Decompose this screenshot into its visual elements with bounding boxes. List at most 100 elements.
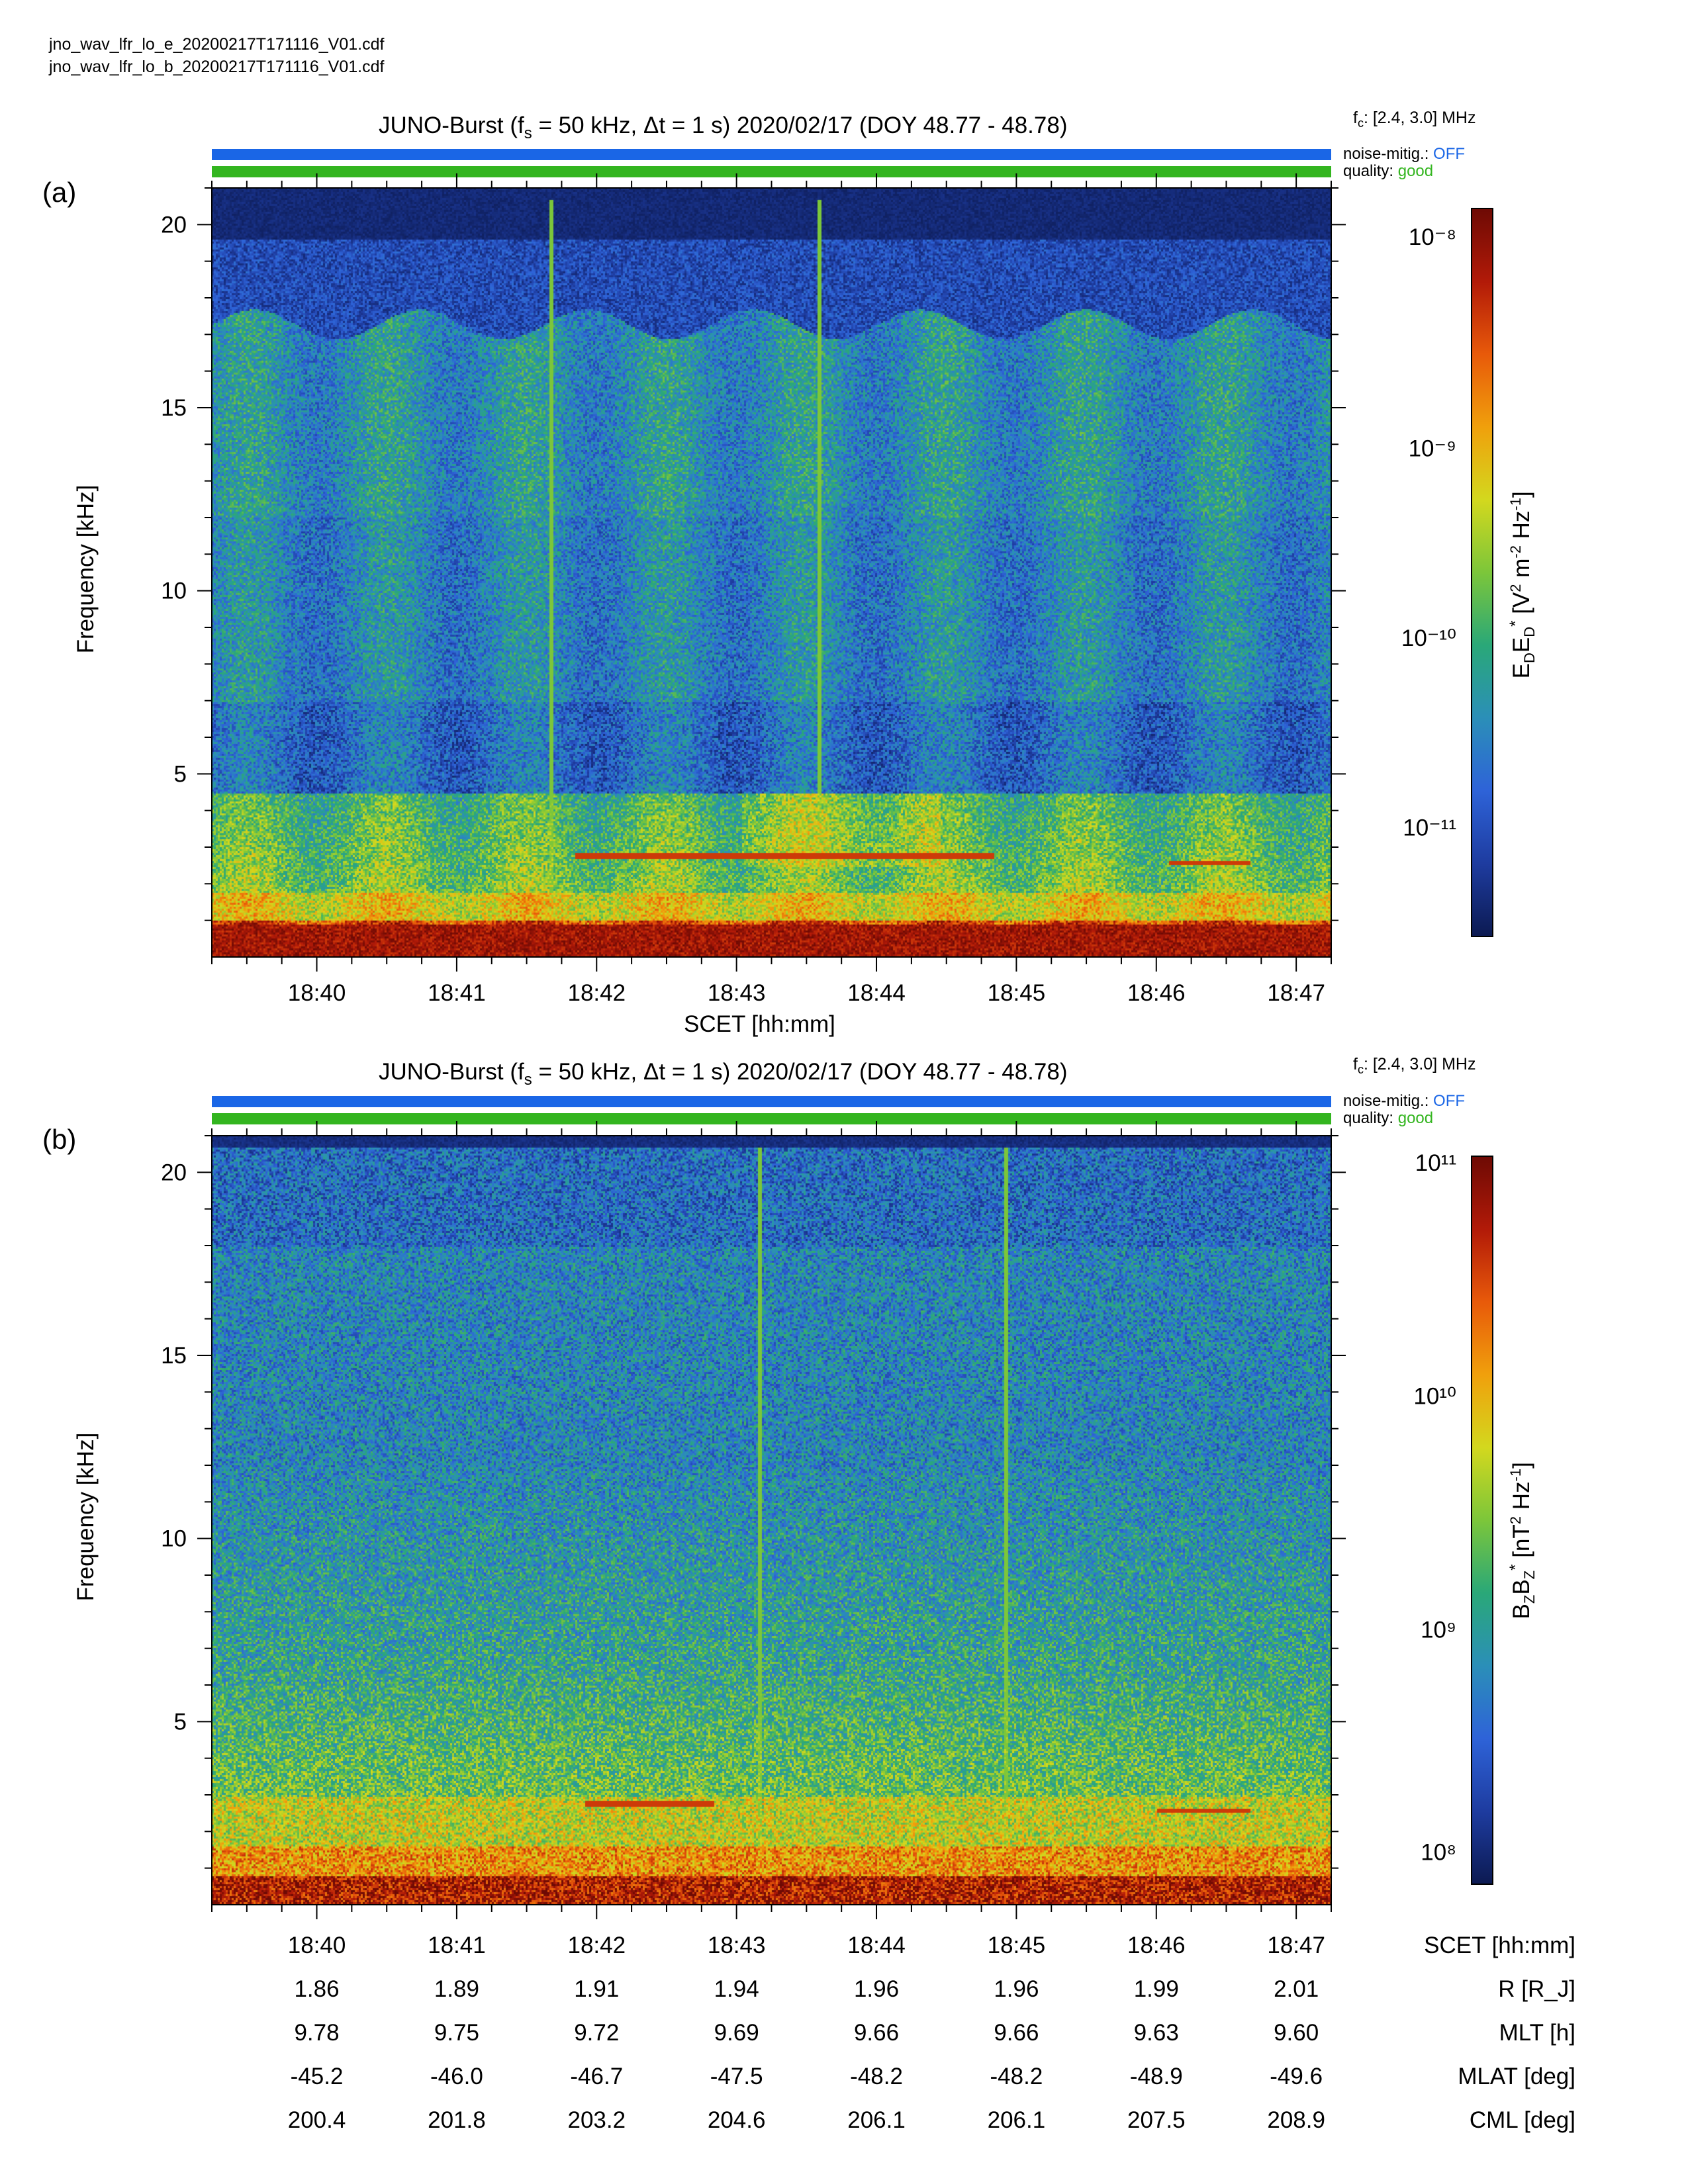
- ephemeris-value: -48.9: [1129, 2064, 1183, 2089]
- ephemeris-value: 9.72: [574, 2020, 620, 2046]
- ephemeris-value: 206.1: [987, 2107, 1046, 2133]
- ephemeris-value: 9.66: [853, 2020, 900, 2046]
- panel-b-quality-value: good: [1397, 1109, 1434, 1127]
- panel-a-colorbar: [1471, 208, 1493, 937]
- panel-b-spectrogram-canvas: [212, 1136, 1331, 1905]
- y-tick-label: 20: [161, 1160, 187, 1185]
- panel-b-fc-note: fc: [2.4, 3.0] MHz: [1353, 1055, 1476, 1076]
- y-tick-label: 15: [161, 395, 187, 421]
- ephemeris-value: -46.0: [430, 2064, 483, 2089]
- panel-b-colorbar: [1471, 1156, 1493, 1885]
- ephemeris-value: -45.2: [290, 2064, 344, 2089]
- ephemeris-value: 203.2: [567, 2107, 626, 2133]
- panel-a-spectrogram: [212, 188, 1331, 957]
- y-tick-label: 15: [161, 1343, 187, 1369]
- panel-b-noise-label: noise-mitig.: OFF: [1343, 1092, 1466, 1110]
- y-tick-label: 10: [161, 1526, 187, 1552]
- x-tick-label: 18:46: [1127, 980, 1186, 1006]
- panel-a-noise-value: OFF: [1433, 145, 1466, 163]
- cbar-tick-label: 10⁸: [1421, 1839, 1456, 1865]
- panel-a-title: JUNO-Burst (fs = 50 kHz, Δt = 1 s) 2020/…: [379, 113, 1068, 142]
- panel-a-noise-bar: [212, 149, 1331, 160]
- ephemeris-value: -49.6: [1270, 2064, 1323, 2089]
- panel-b-noise-value: OFF: [1433, 1092, 1466, 1110]
- panel-b-cbar-label: BZBZ* [nT2 Hz-1]: [1507, 1462, 1538, 1619]
- ephemeris-value: 9.63: [1133, 2020, 1179, 2046]
- cbar-tick-label: 10⁻⁸: [1409, 224, 1456, 250]
- panel-a-fc-note: fc: [2.4, 3.0] MHz: [1353, 109, 1476, 130]
- panel-b-spectrogram: [212, 1136, 1331, 1905]
- ephemeris-value: 18:42: [567, 1933, 626, 1958]
- panel-a-spectrogram-canvas: [212, 188, 1331, 957]
- ephemeris-row-label: R [R_J]: [1498, 1976, 1575, 2002]
- panel-b-ylabel: Frequency [kHz]: [73, 1432, 99, 1602]
- ephemeris-value: 9.78: [294, 2020, 340, 2046]
- ephemeris-value: 208.9: [1267, 2107, 1325, 2133]
- x-tick-label: 18:41: [428, 980, 486, 1006]
- ephemeris-value: 1.91: [574, 1976, 620, 2002]
- ephemeris-row-label: CML [deg]: [1469, 2107, 1575, 2133]
- panel-b-quality-label: quality: good: [1343, 1109, 1434, 1127]
- ephemeris-row-label: MLT [h]: [1499, 2020, 1575, 2046]
- cbar-tick-label: 10⁻¹⁰: [1401, 625, 1456, 651]
- ephemeris-value: 18:45: [987, 1933, 1046, 1958]
- ephemeris-value: 200.4: [287, 2107, 346, 2133]
- ephemeris-value: 18:44: [847, 1933, 906, 1958]
- panel-b-letter: (b): [42, 1124, 77, 1155]
- ephemeris-value: 18:47: [1267, 1933, 1325, 1958]
- panel-a-letter: (a): [42, 177, 77, 208]
- y-tick-label: 5: [174, 761, 187, 787]
- ephemeris-value: 18:41: [428, 1933, 486, 1958]
- x-tick-label: 18:42: [567, 980, 626, 1006]
- panel-a-xlabel: SCET [hh:mm]: [684, 1011, 835, 1037]
- file-names: jno_wav_lfr_lo_e_20200217T171116_V01.cdf…: [49, 33, 384, 78]
- ephemeris-value: 9.66: [994, 2020, 1039, 2046]
- x-tick-label: 18:45: [988, 980, 1046, 1006]
- ephemeris-value: -47.5: [710, 2064, 763, 2089]
- ephemeris-value: -48.2: [850, 2064, 903, 2089]
- cbar-tick-label: 10¹⁰: [1413, 1384, 1456, 1410]
- panel-b-noise-bar: [212, 1096, 1331, 1107]
- panel-a-noise-label: noise-mitig.: OFF: [1343, 145, 1466, 163]
- ephemeris-value: -46.7: [570, 2064, 624, 2089]
- ephemeris-value: 18:40: [287, 1933, 346, 1958]
- cbar-tick-label: 10¹¹: [1415, 1150, 1456, 1176]
- plot-frame: [211, 1135, 1332, 1905]
- file-name-b: jno_wav_lfr_lo_b_20200217T171116_V01.cdf: [49, 58, 385, 76]
- ephemeris-value: 1.96: [994, 1976, 1039, 2002]
- panel-a-quality-label: quality: good: [1343, 162, 1434, 180]
- panel-b-title: JUNO-Burst (fs = 50 kHz, Δt = 1 s) 2020/…: [379, 1059, 1068, 1089]
- ephemeris-value: 1.94: [714, 1976, 759, 2002]
- x-tick-label: 18:40: [288, 980, 346, 1006]
- ephemeris-value: 18:46: [1127, 1933, 1186, 1958]
- ephemeris-row-label: SCET [hh:mm]: [1424, 1933, 1575, 1958]
- ephemeris-value: 204.6: [707, 2107, 766, 2133]
- panel-a-quality-value: good: [1397, 162, 1434, 180]
- ephemeris-value: 1.89: [434, 1976, 479, 2002]
- file-name-e: jno_wav_lfr_lo_e_20200217T171116_V01.cdf: [49, 35, 385, 54]
- ephemeris-value: 1.86: [294, 1976, 340, 2002]
- ephemeris-value: 2.01: [1274, 1976, 1319, 2002]
- ephemeris-value: 9.69: [714, 2020, 759, 2046]
- ephemeris-row-label: MLAT [deg]: [1458, 2064, 1575, 2089]
- x-tick-label: 18:44: [847, 980, 906, 1006]
- cbar-tick-label: 10⁻⁹: [1409, 436, 1456, 462]
- ephemeris-value: 9.75: [434, 2020, 479, 2046]
- y-tick-label: 20: [161, 212, 187, 238]
- ephemeris-value: 18:43: [707, 1933, 766, 1958]
- ephemeris-value: 206.1: [847, 2107, 906, 2133]
- x-tick-label: 18:47: [1267, 980, 1325, 1006]
- ephemeris-value: 1.99: [1133, 1976, 1179, 2002]
- ephemeris-value: 1.96: [853, 1976, 900, 2002]
- panel-a-quality-bar: [212, 166, 1331, 177]
- panel-b-quality-bar: [212, 1113, 1331, 1124]
- x-tick-label: 18:43: [708, 980, 766, 1006]
- cbar-tick-label: 10⁹: [1421, 1617, 1456, 1643]
- ephemeris-value: 207.5: [1127, 2107, 1186, 2133]
- y-tick-label: 5: [174, 1709, 187, 1735]
- cbar-tick-label: 10⁻¹¹: [1403, 815, 1456, 841]
- ephemeris-value: 201.8: [428, 2107, 486, 2133]
- ephemeris-value: -48.2: [990, 2064, 1043, 2089]
- ephemeris-value: 9.60: [1274, 2020, 1319, 2046]
